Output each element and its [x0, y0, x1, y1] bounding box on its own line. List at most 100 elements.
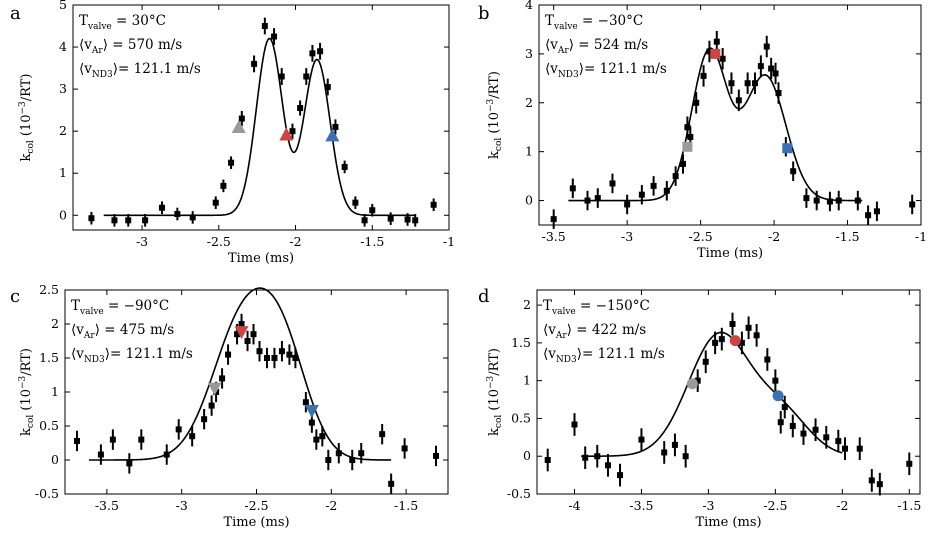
data-marker	[335, 450, 342, 457]
data-point	[138, 429, 145, 450]
data-marker	[189, 433, 196, 440]
data-marker	[687, 134, 694, 140]
data-point	[594, 444, 601, 468]
y-tick-label-text: 1.5	[39, 350, 59, 365]
annotation-main: ⟨v	[543, 346, 556, 362]
data-marker	[324, 84, 331, 91]
y-tick-label-text: 0	[525, 193, 533, 208]
data-point	[772, 62, 779, 85]
data-point	[244, 330, 251, 352]
data-marker	[88, 215, 95, 222]
data-marker	[550, 216, 557, 223]
data-marker	[718, 336, 725, 343]
data-point	[201, 409, 208, 430]
y-tick-label: 1	[59, 165, 67, 180]
data-marker	[404, 216, 411, 223]
y-axis-title-exp: −3	[18, 375, 28, 389]
x-tick-label: -3	[176, 498, 188, 513]
y-tick-label: 2	[59, 123, 67, 138]
panel-label-text: d	[478, 286, 490, 307]
data-marker	[341, 163, 348, 170]
data-point	[702, 350, 709, 374]
data-point	[876, 472, 883, 496]
data-marker	[693, 99, 700, 106]
data-point	[73, 430, 80, 452]
annotation-sub: valve	[79, 307, 104, 317]
x-tick-label: -3	[702, 498, 714, 513]
y-axis-title-exp: −3	[486, 98, 496, 112]
data-point	[111, 214, 118, 227]
data-marker	[745, 324, 752, 331]
x-tick-label-text: -1.5	[897, 498, 921, 513]
x-tick-label: -1.5	[360, 234, 384, 249]
y-axis-title-sub: col	[26, 415, 36, 428]
data-point	[751, 72, 758, 94]
data-point	[261, 17, 268, 35]
data-marker	[138, 436, 145, 443]
annotation-line-1: Tvalve = −150°C	[543, 298, 650, 317]
data-point	[718, 327, 725, 351]
y-axis-title-main: k	[487, 428, 502, 436]
data-point	[745, 316, 752, 340]
data-marker	[638, 436, 645, 443]
x-tick-label: -3.5	[629, 498, 653, 513]
data-point	[812, 418, 819, 442]
data-marker	[609, 180, 616, 187]
data-marker	[672, 173, 679, 180]
data-point	[550, 209, 557, 229]
annotation-rest: ⟩ = 422 m/s	[567, 322, 647, 338]
x-axis-title: Time (ms)	[697, 246, 763, 261]
x-tick-label: -1.5	[394, 498, 418, 513]
y-tick-label-text: 5	[59, 0, 67, 12]
annotation-sub: Ar	[557, 46, 569, 56]
data-point	[706, 40, 713, 63]
fit-curve	[581, 331, 843, 458]
data-point	[738, 331, 745, 355]
data-marker	[174, 211, 181, 218]
x-tick-label: -3.5	[542, 229, 566, 244]
data-point	[159, 201, 166, 215]
data-marker	[671, 441, 678, 448]
data-point	[713, 30, 720, 53]
data-marker	[297, 105, 304, 112]
data-point	[335, 443, 342, 464]
y-tick-label: 5	[59, 0, 67, 12]
data-point	[175, 419, 182, 440]
data-marker	[712, 339, 719, 346]
y-tick-label: 1	[51, 384, 59, 399]
y-tick-label-text: 2	[51, 316, 59, 331]
y-tick-label-text: 1	[525, 144, 533, 159]
data-point	[278, 68, 285, 85]
data-marker	[238, 115, 245, 122]
panel-label: a	[10, 3, 21, 24]
data-point	[142, 214, 149, 227]
data-point	[823, 426, 830, 449]
y-tick-label: 0.5	[39, 418, 59, 433]
annotation-rest: ⟩= 121.1 m/s	[113, 61, 201, 77]
highlight-marker	[207, 382, 222, 396]
y-tick-label: 2	[525, 95, 533, 110]
data-marker	[781, 404, 788, 411]
y-tick-label-text: 2	[523, 297, 531, 312]
data-marker	[772, 377, 779, 384]
data-marker	[317, 48, 324, 55]
y-tick-label-text: 2.5	[39, 282, 59, 297]
annotation-main: ⟨v	[71, 322, 84, 338]
data-marker	[271, 33, 278, 40]
annotation-line-3: ⟨vND3⟩= 121.1 m/s	[543, 346, 665, 365]
y-tick-label-text: 0	[59, 207, 67, 222]
x-axis-title-text: Time (ms)	[223, 515, 289, 530]
x-axis-title: Time (ms)	[695, 515, 761, 530]
y-tick-label-text: 0.5	[511, 410, 531, 425]
x-tick-label-text: -2	[836, 498, 848, 513]
annotation-main: T	[79, 13, 88, 29]
data-point	[671, 433, 678, 457]
annotation-line-3: ⟨vND3⟩= 121.1 m/s	[71, 346, 193, 365]
data-point	[97, 444, 104, 465]
y-tick-label: 1	[523, 373, 531, 388]
x-tick-label-text: -3.5	[95, 498, 119, 513]
x-tick-label: -2.5	[763, 498, 787, 513]
x-tick-label: -3.5	[95, 498, 119, 513]
x-tick-label-text: -4	[568, 498, 580, 513]
